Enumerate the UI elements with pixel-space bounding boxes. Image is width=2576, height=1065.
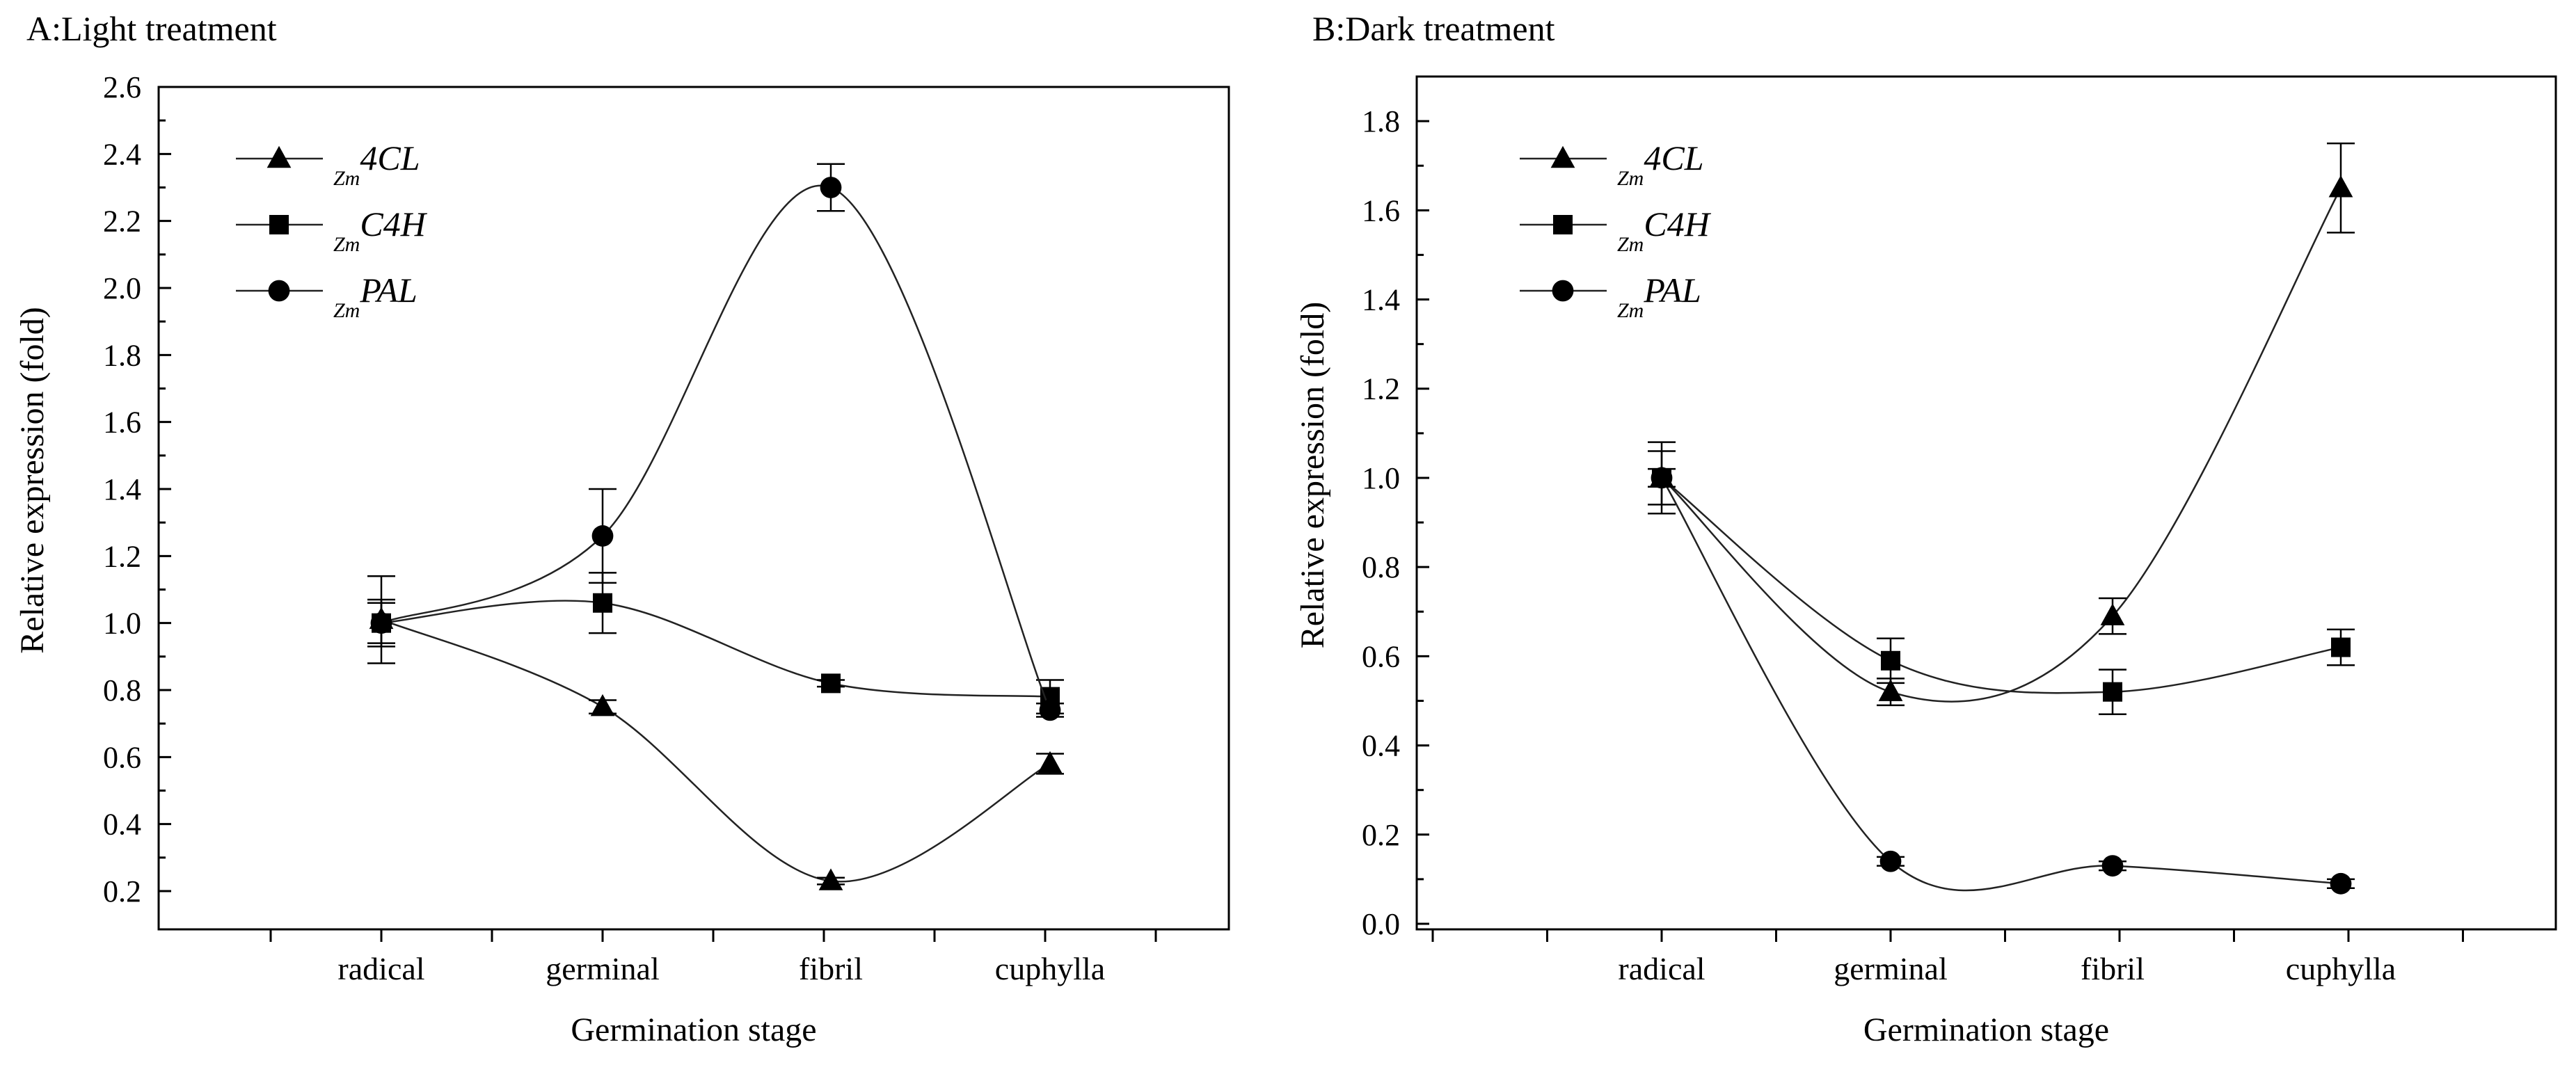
- chart-b-data-point: [2101, 855, 2124, 877]
- chart-a-data-point: [591, 525, 614, 547]
- chart-a-x-tick-label: radical: [337, 951, 424, 986]
- chart-b-series-pal: [1648, 467, 2355, 895]
- chart-b-data-point: [1878, 679, 1903, 701]
- chart-a-data-point: [820, 177, 842, 198]
- chart-b-series-4cl: [1648, 142, 2355, 707]
- chart-b-data-point: [2331, 637, 2351, 657]
- chart-a-y-tick-label: 1.8: [103, 338, 141, 372]
- chart-a-x-tick-label: germinal: [546, 951, 660, 986]
- chart-a-y-tick-label: 1.4: [103, 472, 141, 506]
- chart-b-series-line: [1661, 477, 2342, 694]
- chart-b-x-tick-label: germinal: [1834, 951, 1948, 986]
- chart-b-x-tick-label: radical: [1618, 951, 1705, 986]
- chart-b-y-tick-label: 0.2: [1362, 818, 1400, 852]
- chart-a-y-tick-label: 0.2: [103, 874, 141, 908]
- chart-b-data-point: [2100, 603, 2125, 625]
- chart-a-y-tick-label: 2.2: [103, 205, 141, 239]
- chart-a-y-axis-label: Relative expression (fold): [14, 307, 51, 654]
- chart-b-y-tick-label: 1.6: [1362, 193, 1400, 227]
- chart-a-legend-label: ZmPAL: [333, 271, 418, 322]
- chart-a-legend-label: Zm4CL: [333, 138, 420, 190]
- chart-a-x-axis-label: Germination stage: [571, 1011, 816, 1048]
- chart-b-data-point: [1881, 650, 1900, 671]
- chart-b-y-tick-label: 0.4: [1362, 729, 1400, 763]
- chart-b-y-tick-label: 1.0: [1362, 461, 1400, 495]
- chart-b-data-point: [2328, 175, 2353, 198]
- chart-a-data-point: [590, 694, 615, 716]
- chart-b-series-c4h: [1648, 450, 2355, 715]
- chart-a-y-tick-label: 0.6: [103, 740, 141, 774]
- chart-b-legend-marker: [1553, 215, 1573, 234]
- chart-b-legend-label: ZmC4H: [1617, 205, 1712, 256]
- chart-b-data-point: [2330, 872, 2352, 895]
- chart-a-series-line: [381, 618, 1051, 883]
- chart-a-y-tick-label: 0.4: [103, 808, 141, 842]
- chart-a-series-line: [381, 184, 1051, 711]
- chart-b-y-tick-label: 1.4: [1362, 283, 1400, 317]
- chart-b-legend-marker: [1552, 280, 1574, 302]
- chart-a-legend-marker: [269, 215, 289, 234]
- chart-b-legend-marker: [1550, 145, 1575, 168]
- chart-b-y-tick-label: 0.0: [1362, 907, 1400, 941]
- chart-a-x-tick-label: cuphylla: [995, 951, 1105, 986]
- chart-a-series-line: [381, 600, 1051, 698]
- chart-b-x-axis-label: Germination stage: [1863, 1011, 2109, 1048]
- chart-a-data-point: [1039, 699, 1061, 721]
- chart-b-legend-label: ZmPAL: [1617, 271, 1701, 322]
- chart-a-data-point: [818, 868, 843, 890]
- chart-b-y-tick-label: 1.8: [1362, 104, 1400, 138]
- chart-b-y-tick-label: 1.2: [1362, 372, 1400, 406]
- chart-a-data-point: [821, 673, 841, 694]
- chart-b-data-point: [2103, 682, 2122, 702]
- chart-b-title: B:Dark treatment: [1312, 9, 1555, 48]
- chart-a-y-tick-label: 2.0: [103, 271, 141, 305]
- chart-b-x-tick-label: cuphylla: [2286, 951, 2396, 986]
- chart-a-y-tick-label: 1.6: [103, 406, 141, 440]
- chart-a-x-tick-label: fibril: [799, 951, 863, 986]
- chart-a-data-point: [370, 612, 392, 634]
- chart-a-title: A:Light treatment: [26, 9, 277, 48]
- chart-a-legend-label: ZmC4H: [333, 205, 428, 256]
- chart-b-data-point: [1879, 850, 1902, 872]
- chart-b-series-line: [1661, 187, 2342, 703]
- chart-a-series-pal: [367, 163, 1064, 721]
- chart-a-y-tick-label: 2.6: [103, 70, 141, 104]
- chart-a-y-tick-label: 1.2: [103, 539, 141, 573]
- chart-b-y-axis-label: Relative expression (fold): [1294, 302, 1331, 649]
- chart-b-series-line: [1660, 477, 2342, 892]
- chart-a-legend-marker: [268, 280, 290, 302]
- chart-a-legend-marker: [267, 145, 292, 168]
- chart-b-y-tick-label: 0.8: [1362, 550, 1400, 584]
- chart-a-data-point: [1037, 751, 1063, 774]
- chart-b-plot-frame: [1415, 75, 2557, 931]
- chart-b-x-tick-label: fibril: [2081, 951, 2145, 986]
- chart-a-plot-frame: [157, 86, 1230, 931]
- chart-a-y-tick-label: 0.8: [103, 673, 141, 707]
- chart-a-y-tick-label: 2.4: [103, 137, 141, 171]
- chart-b-data-point: [1651, 467, 1673, 489]
- chart-b-legend-label: Zm4CL: [1617, 138, 1704, 190]
- chart-a-data-point: [593, 593, 612, 613]
- chart-a-y-tick-label: 1.0: [103, 607, 141, 641]
- chart-b-y-tick-label: 0.6: [1362, 639, 1400, 673]
